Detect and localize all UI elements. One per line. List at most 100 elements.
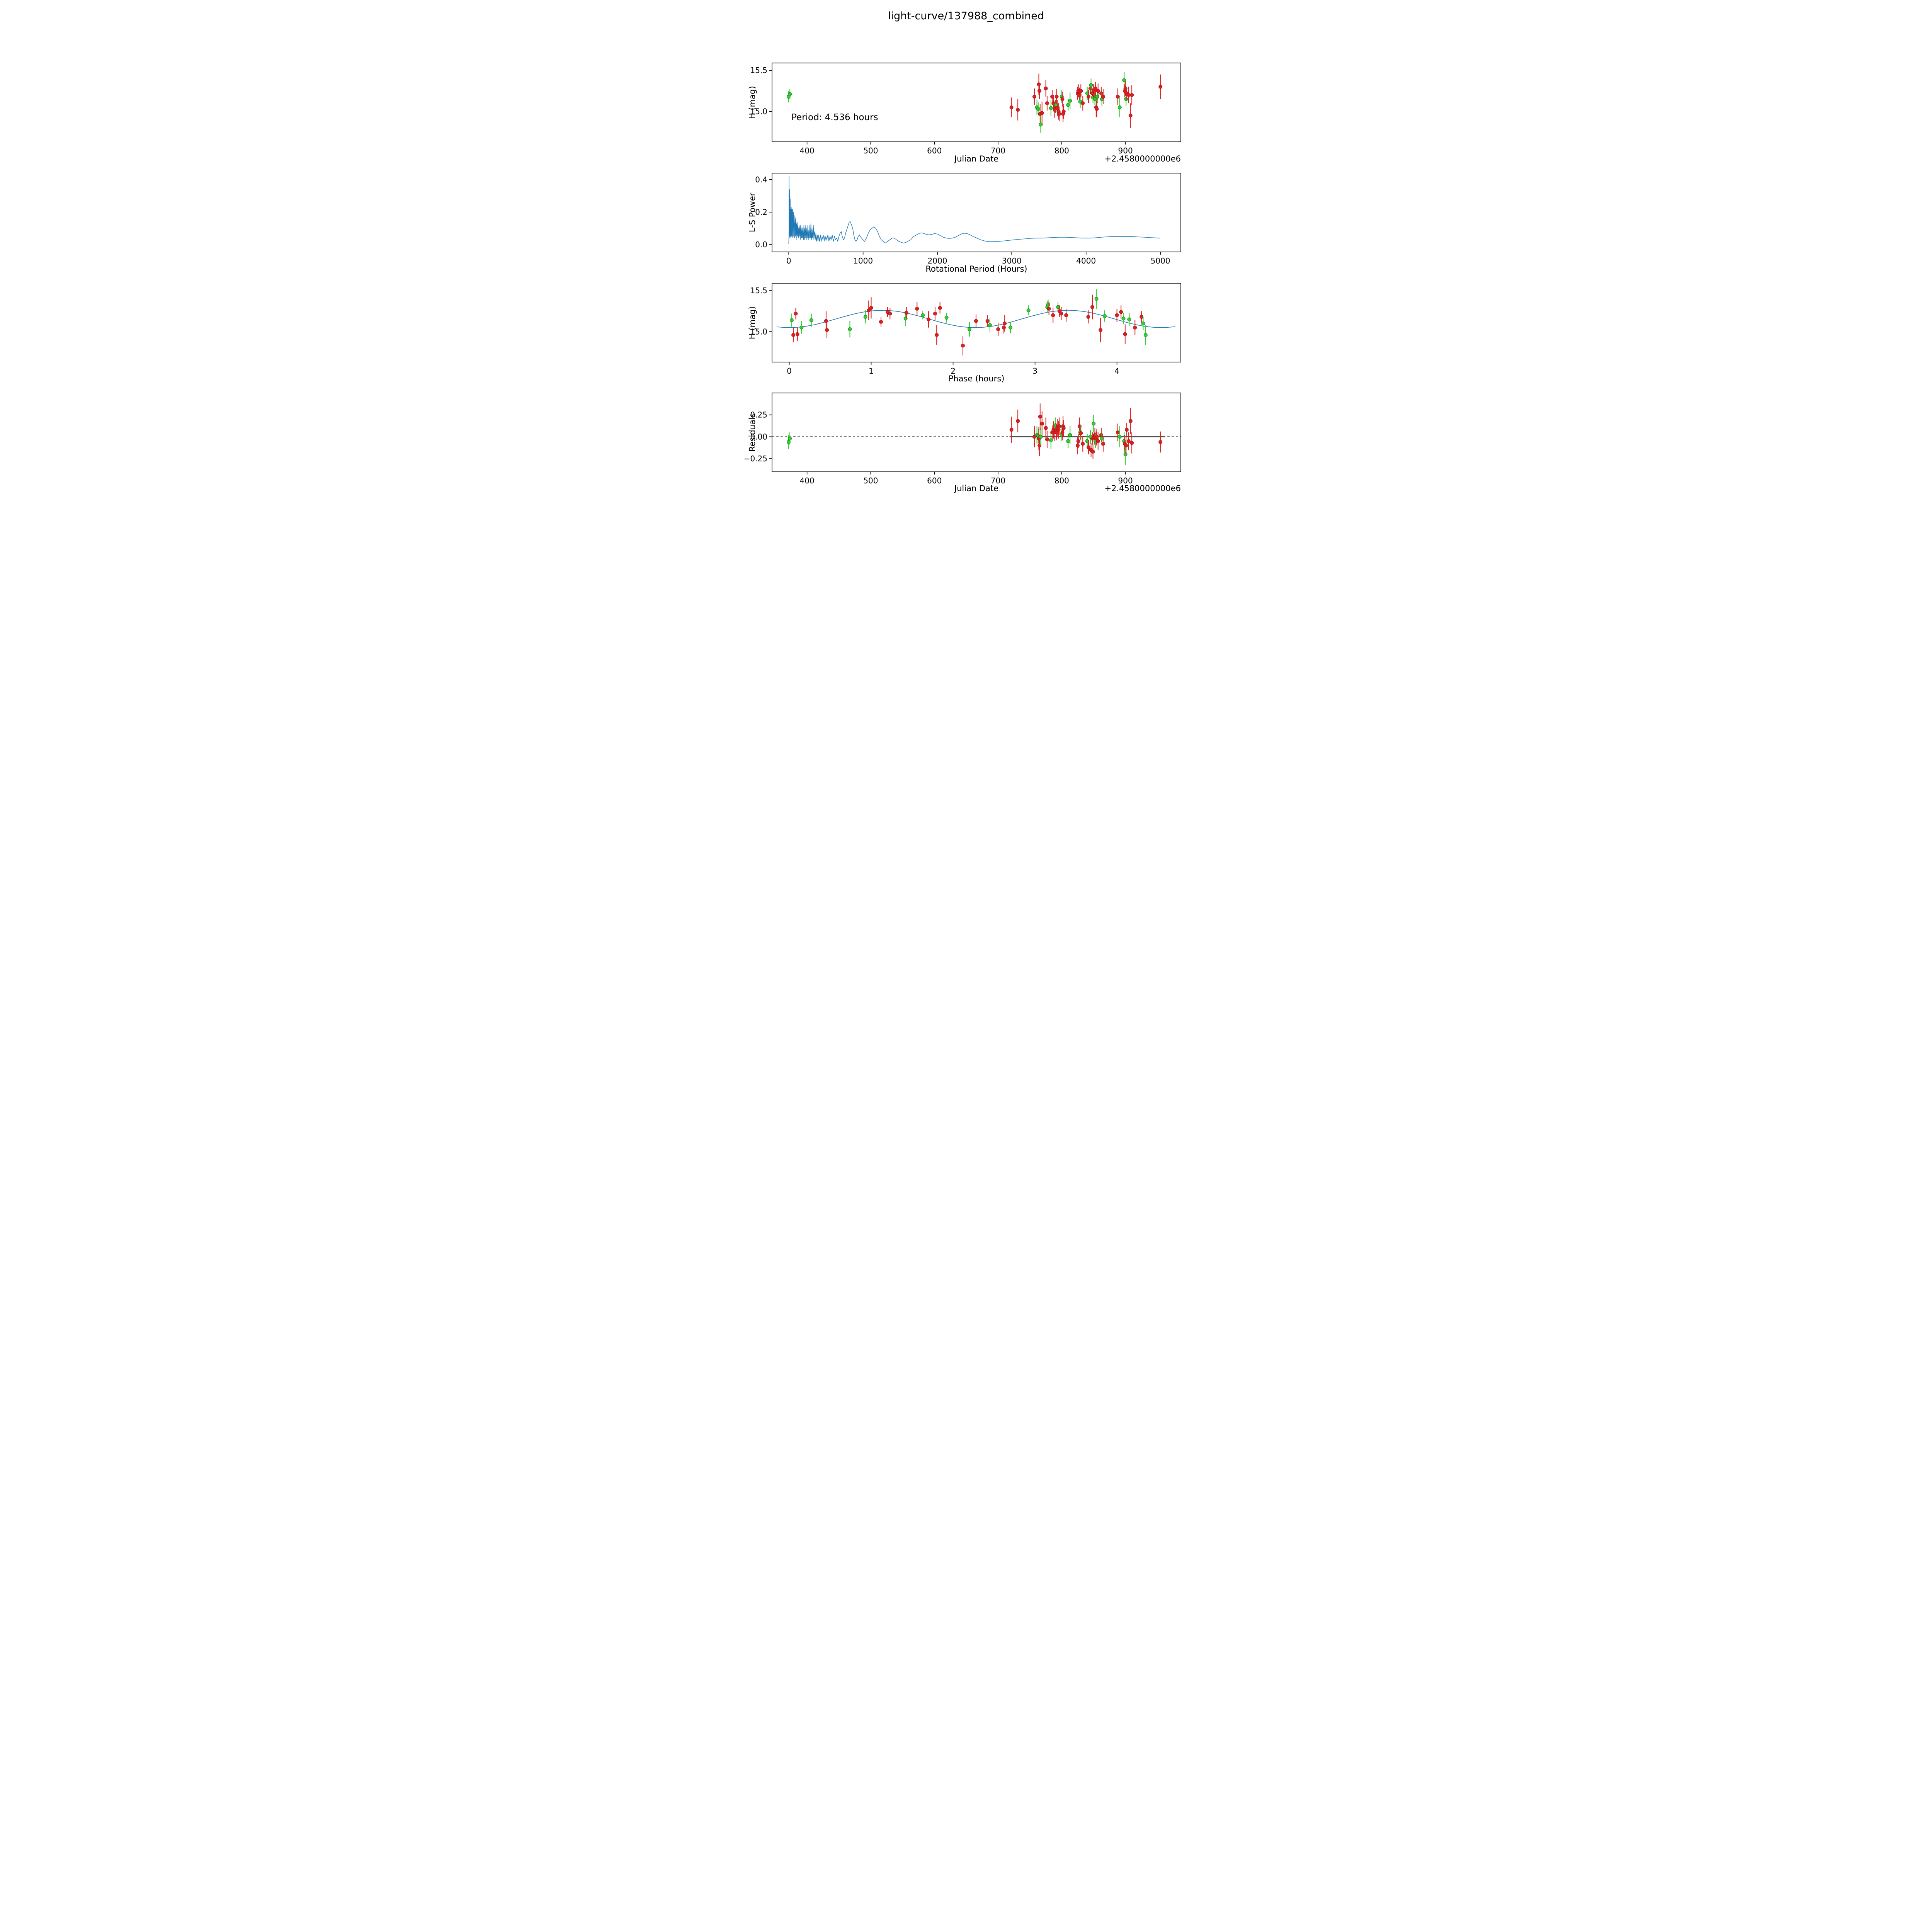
data-point [915, 306, 919, 311]
y-tick-label: 15.0 [750, 107, 767, 116]
data-point [1049, 438, 1053, 442]
data-point [1101, 95, 1105, 99]
phase-xlabel: Phase (hours) [948, 374, 1005, 383]
x-tick-label: 700 [991, 146, 1005, 155]
phase-plot: 0 1 2 3 4 15.0 15.5 [750, 283, 1181, 376]
residuals-xlabel: Julian Date [954, 484, 999, 493]
x-tick-label: 1 [869, 366, 874, 376]
data-point [1081, 442, 1085, 446]
x-tick-label: 5000 [1151, 256, 1170, 265]
data-point [1128, 419, 1133, 423]
data-point [903, 316, 908, 321]
data-point [967, 327, 971, 331]
jd-xlabel: Julian Date [954, 154, 999, 163]
data-point [1049, 106, 1053, 110]
data-point [1124, 444, 1128, 447]
data-point [1085, 91, 1089, 95]
data-point [1044, 86, 1048, 90]
data-point [935, 333, 939, 337]
data-point [1061, 426, 1066, 430]
data-point [791, 333, 796, 337]
data-point [1061, 109, 1066, 114]
data-point [1090, 305, 1095, 309]
data-point [985, 319, 990, 323]
residuals-plot: 400 500 600 700 800 900 −0.25 0.00 0.25 [744, 393, 1181, 485]
figure-title: light-curve/137988_combined [888, 10, 1044, 22]
x-tick-label: 800 [1054, 146, 1069, 155]
data-point [825, 328, 829, 332]
data-point [1037, 444, 1042, 447]
data-point [1079, 431, 1083, 435]
period-annotation: Period: 4.536 hours [791, 112, 878, 122]
data-point [961, 344, 965, 348]
data-point [786, 440, 791, 444]
data-point [1009, 105, 1014, 109]
data-point [938, 306, 942, 310]
data-point [1092, 422, 1096, 426]
data-point [788, 436, 792, 440]
data-point [1100, 436, 1104, 440]
data-point [926, 317, 930, 321]
data-point [1091, 449, 1095, 454]
x-tick-label: 2000 [928, 256, 947, 265]
plot-box [772, 393, 1181, 472]
data-point [1094, 297, 1099, 301]
data-point [799, 325, 804, 330]
data-point [1130, 93, 1134, 97]
data-point [1096, 439, 1100, 443]
data-point [1046, 303, 1050, 307]
data-point [809, 318, 813, 322]
x-tick-label: 800 [1054, 476, 1069, 485]
y-tick-label: −0.25 [744, 454, 767, 463]
data-point [1039, 435, 1043, 439]
x-tick-label: 3000 [1002, 256, 1022, 265]
data-point [1124, 428, 1129, 432]
y-tick-label: 15.0 [750, 327, 767, 336]
data-point [1123, 332, 1127, 336]
data-point [1158, 440, 1163, 444]
data-point [1066, 439, 1070, 443]
data-point [1056, 428, 1061, 432]
data-point [1116, 95, 1120, 99]
data-point [1064, 313, 1068, 317]
data-point [1088, 86, 1092, 90]
data-point [1115, 313, 1119, 317]
data-point [869, 306, 873, 310]
data-point [824, 319, 828, 323]
data-point [1040, 422, 1044, 426]
data-point [1126, 93, 1131, 97]
x-tick-label: 3 [1032, 366, 1037, 376]
data-point [1087, 95, 1091, 99]
data-point [1094, 86, 1098, 90]
residuals-offset-label: +2.4580000000e6 [1104, 484, 1181, 493]
periodogram-xlabel: Rotational Period (Hours) [925, 264, 1027, 274]
data-point [1130, 441, 1134, 445]
data-point [1040, 111, 1044, 115]
data-point [1008, 325, 1012, 330]
data-point [1133, 325, 1137, 330]
y-tick-label: 0.2 [755, 207, 767, 217]
data-point [1044, 426, 1048, 430]
data-point [1076, 439, 1080, 443]
data-point [848, 327, 852, 331]
data-point [1057, 112, 1061, 116]
x-tick-label: 600 [927, 146, 942, 155]
data-point [1002, 325, 1006, 330]
y-tick-label: 15.5 [750, 66, 767, 75]
x-tick-label: 500 [863, 146, 878, 155]
data-point [1047, 306, 1051, 311]
data-point [1066, 103, 1070, 107]
data-point [1089, 83, 1093, 87]
data-point [1057, 424, 1061, 429]
data-point [1096, 89, 1100, 93]
x-tick-label: 2 [951, 366, 956, 376]
data-point [867, 308, 871, 313]
data-point [1093, 97, 1097, 101]
data-point [879, 320, 883, 324]
data-point [1095, 95, 1100, 99]
data-point [944, 316, 949, 320]
data-point [1076, 444, 1080, 447]
data-point [1099, 433, 1104, 437]
periodogram-curve [788, 176, 1161, 244]
data-point [1143, 333, 1148, 337]
